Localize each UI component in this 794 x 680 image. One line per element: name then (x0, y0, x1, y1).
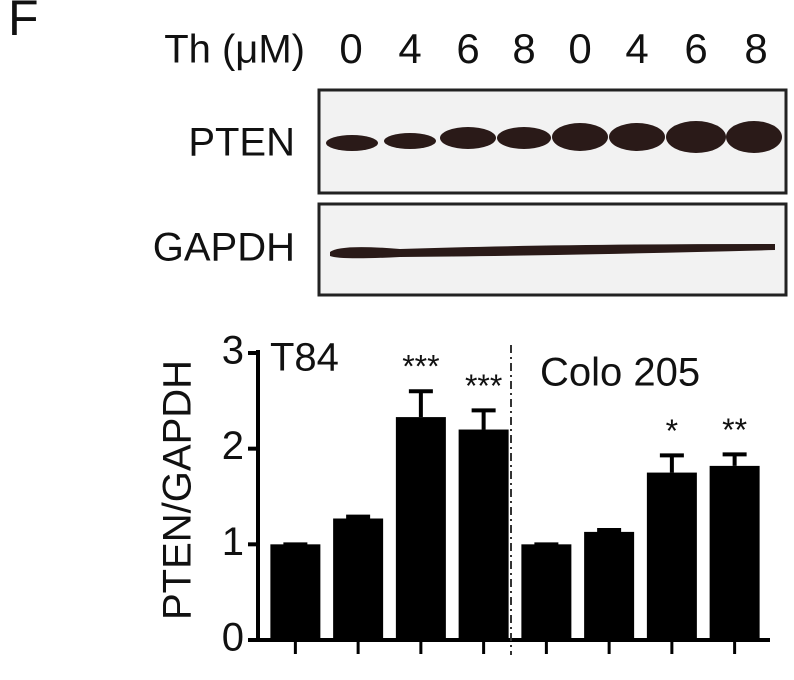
group-label: T84 (270, 336, 339, 380)
lane-label: 0 (568, 25, 591, 72)
blot-bands (326, 121, 782, 259)
treatment-label: Th (μM) (164, 28, 305, 72)
blot-row-label: PTEN (188, 121, 295, 165)
lane-label: 0 (339, 25, 362, 72)
lane-label: 4 (398, 25, 421, 72)
y-tick-label: 3 (222, 329, 244, 373)
lane-label: 6 (684, 25, 707, 72)
error-bar (471, 408, 496, 430)
bar (395, 417, 446, 640)
lane-label: 4 (625, 25, 648, 72)
bar (458, 429, 509, 640)
lane-label: 8 (512, 25, 535, 72)
lane-label: 6 (456, 25, 479, 72)
group-label: Colo 205 (540, 351, 700, 395)
lane-label: 8 (744, 25, 767, 72)
bar (333, 518, 384, 640)
y-axis-label: PTEN/GAPDH (156, 360, 200, 620)
significance-label: * (666, 413, 678, 449)
y-tick-label: 2 (222, 424, 244, 468)
error-bar (659, 453, 684, 473)
error-bar (597, 527, 622, 532)
bar (270, 544, 321, 640)
y-tick-label: 0 (222, 616, 244, 660)
error-bar (346, 514, 371, 519)
bar (709, 465, 760, 640)
significance-label: *** (402, 349, 439, 385)
blot-row-label: GAPDH (153, 226, 295, 270)
significance-label: *** (465, 368, 502, 404)
bar (521, 544, 572, 640)
panel-label: F (8, 0, 39, 46)
y-tick-label: 1 (222, 520, 244, 564)
significance-label: ** (722, 412, 747, 448)
bar (646, 472, 697, 640)
error-bar (722, 452, 747, 466)
bar (584, 531, 635, 640)
error-bar (408, 389, 433, 418)
